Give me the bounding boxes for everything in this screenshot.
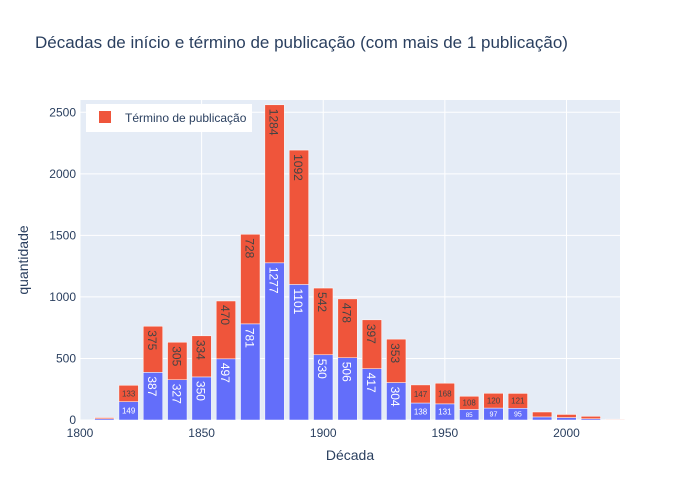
data-label: 417 [364,373,378,393]
bars: 149 387 327 350 497 781 1277 1101 530 506 417 304 13… [94,104,626,421]
data-label: 728 [242,238,256,258]
x-tick-label: 2000 [553,426,580,440]
data-label: 781 [242,328,256,348]
x-axis-title: Década [326,447,374,463]
y-tick-label: 2000 [49,167,76,181]
data-label: 108 [463,399,477,408]
bar-series1[interactable] [580,416,601,420]
y-tick-label: 1500 [49,228,76,242]
bar-series1[interactable] [556,414,577,418]
x-tick-label: 1900 [310,426,337,440]
data-label: 133 [122,389,136,398]
bar-series0[interactable] [556,417,577,421]
bar-series1[interactable] [459,395,480,410]
bar-series1[interactable] [240,234,261,325]
x-tick-label: 1800 [67,426,94,440]
data-label: 353 [388,343,402,363]
bar-series1[interactable] [264,104,285,264]
data-label: 1277 [267,267,281,294]
data-label: 530 [315,359,329,379]
bar-series1[interactable] [361,319,382,369]
data-label: 95 [514,412,522,419]
data-label: 138 [414,407,428,416]
data-label: 397 [364,324,378,344]
bar-series1[interactable] [434,382,455,405]
bar-series0[interactable] [532,416,553,421]
bar-series1[interactable] [215,300,236,360]
data-label: 1284 [267,109,281,136]
data-label: 305 [169,346,183,366]
bar-series1[interactable] [337,298,358,358]
data-label: 387 [145,376,159,396]
data-label: 149 [122,407,136,416]
bar-series1[interactable] [167,341,188,381]
y-tick-label: 2500 [49,105,76,119]
data-label: 497 [218,363,232,383]
bar-series1[interactable] [532,411,553,418]
bar-series1[interactable] [507,393,528,409]
data-label: 168 [438,389,452,398]
data-label: 506 [340,362,354,382]
bar-series1[interactable] [386,338,407,383]
data-label: 350 [194,381,208,401]
bar-series1[interactable] [605,418,626,421]
bar-series1[interactable] [94,417,115,420]
bar-series1[interactable] [191,335,212,378]
legend-label: Término de publicação [125,111,247,125]
y-tick-labels: 0 500 1000 1500 2000 2500 [49,105,76,427]
data-label: 334 [194,340,208,360]
data-label: 470 [218,305,232,325]
data-label: 131 [438,408,452,417]
chart-title: Décadas de início e término de publicaçã… [35,33,568,52]
x-tick-label: 1950 [432,426,459,440]
legend-background [86,104,252,132]
data-label: 97 [490,411,498,419]
bar-series1[interactable] [118,385,139,402]
data-label: 120 [487,396,501,405]
bar-series1[interactable] [142,325,163,373]
legend[interactable]: Término de publicação [86,104,252,132]
bar-series1[interactable] [313,287,334,356]
x-tick-label: 1850 [188,426,215,440]
bar-series1[interactable] [288,149,309,285]
data-label: 327 [169,384,183,404]
legend-swatch [99,111,111,123]
y-tick-label: 1000 [49,290,76,304]
data-label: 147 [414,390,428,399]
bar-series1[interactable] [483,393,504,409]
data-label: 304 [388,387,402,407]
y-tick-label: 500 [56,351,76,365]
y-tick-label: 0 [69,413,76,427]
data-label: 1101 [291,288,305,314]
y-axis-title: quantidade [15,225,31,295]
x-tick-labels: 1800 1850 1900 1950 2000 [67,426,581,440]
data-label: 542 [315,292,329,312]
bar-series1[interactable] [410,384,431,404]
data-label: 85 [466,412,473,419]
data-label: 121 [511,397,525,406]
data-label: 478 [340,303,354,323]
data-label: 1092 [291,154,305,181]
data-label: 375 [145,330,159,350]
